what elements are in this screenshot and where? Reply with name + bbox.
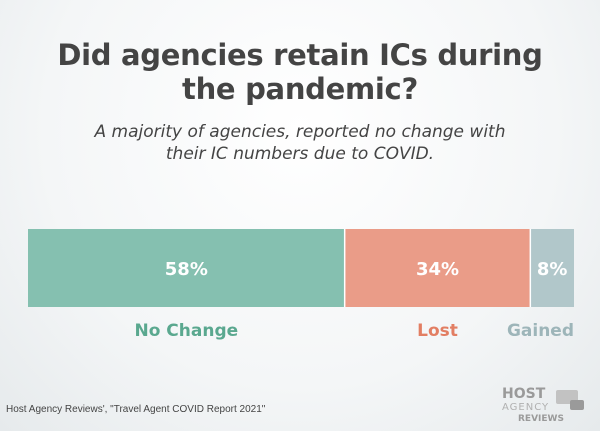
bar-segment-lost <box>344 229 531 307</box>
subtitle-line-1: A majority of agencies, reported no chan… <box>94 122 506 142</box>
value-label-lost: 34% <box>416 259 459 280</box>
chart-subtitle: A majority of agencies, reported no chan… <box>0 121 600 165</box>
source-note: Host Agency Reviews', "Travel Agent COVI… <box>6 404 266 415</box>
category-label-no-change: No Change <box>134 321 238 341</box>
bar-segment-gained <box>530 229 574 307</box>
title-line-1: Did agencies retain ICs during <box>57 38 543 72</box>
value-label-no-change: 58% <box>165 259 208 280</box>
category-label-lost: Lost <box>417 321 458 341</box>
bar-segment-no-change <box>28 229 345 307</box>
subtitle-line-2: their IC numbers due to COVID. <box>165 144 435 164</box>
logo-text-reviews: REVIEWS <box>518 414 564 424</box>
logo-speech-bubble-small-icon <box>570 400 584 410</box>
value-label-gained: 8% <box>537 259 568 280</box>
category-label-gained: Gained <box>507 321 574 341</box>
chart-title: Did agencies retain ICs during the pande… <box>0 38 600 106</box>
logo-text-agency: AGENCY <box>502 402 549 413</box>
title-line-2: the pandemic? <box>182 72 418 106</box>
host-agency-reviews-logo: HOST AGENCY REVIEWS <box>502 386 584 424</box>
logo-text-host: HOST <box>502 386 546 402</box>
